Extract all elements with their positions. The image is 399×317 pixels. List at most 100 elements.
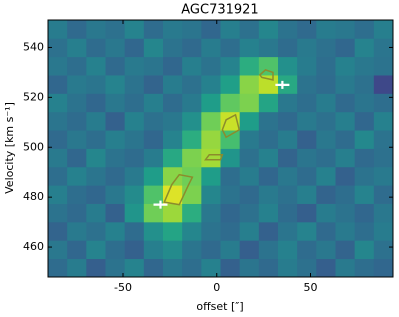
- heatmap-cell: [124, 111, 145, 131]
- heatmap-cell: [335, 38, 356, 58]
- heatmap-cell: [124, 221, 145, 241]
- heatmap-cell: [143, 258, 164, 278]
- heatmap-cell: [316, 20, 336, 39]
- heatmap-cell: [182, 203, 202, 223]
- heatmap-cell: [239, 258, 260, 278]
- heatmap-cell: [143, 221, 164, 241]
- heatmap-cell: [373, 203, 394, 223]
- marker: [275, 80, 290, 89]
- heatmap-cell: [182, 240, 202, 260]
- x-tick-label: 50: [304, 281, 318, 294]
- x-tick-label: -50: [114, 281, 132, 294]
- heatmap-cell: [48, 148, 68, 168]
- heatmap-cell: [297, 130, 317, 149]
- heatmap-cell: [163, 221, 183, 241]
- heatmap-cell: [105, 75, 126, 94]
- heatmap-cell: [297, 111, 317, 131]
- heatmap-cell: [105, 240, 126, 260]
- heatmap-cell: [220, 203, 241, 223]
- heatmap-cell: [373, 93, 394, 113]
- heatmap-cell: [182, 258, 202, 278]
- heatmap-cell: [220, 240, 241, 260]
- heatmap-cell: [297, 166, 317, 186]
- heatmap-cell: [316, 240, 336, 260]
- heatmap-cell: [143, 38, 164, 58]
- heatmap-cell: [278, 20, 298, 39]
- heatmap-cell: [354, 203, 375, 223]
- heatmap-cell: [143, 111, 164, 131]
- heatmap-cell: [316, 185, 336, 204]
- heatmap-cell: [124, 203, 145, 223]
- heatmap-cell: [297, 203, 317, 223]
- heatmap-cell: [48, 56, 68, 76]
- heatmap-cell: [316, 130, 336, 149]
- heatmap-cell: [278, 240, 298, 260]
- heatmap-cell: [373, 240, 394, 260]
- heatmap-cell: [297, 258, 317, 278]
- heatmap-cell: [182, 130, 202, 149]
- heatmap-cell: [124, 56, 145, 76]
- heatmap-cell: [201, 258, 221, 278]
- heatmap-cell: [182, 185, 202, 204]
- heatmap-cell: [316, 166, 336, 186]
- heatmap-cell: [201, 130, 221, 149]
- heatmap-cell: [105, 56, 126, 76]
- heatmap-cell: [335, 203, 356, 223]
- heatmap-cell: [220, 93, 241, 113]
- heatmap-cell: [258, 203, 279, 223]
- heatmap-cell: [48, 130, 68, 149]
- heatmap-cell: [335, 221, 356, 241]
- heatmap-cell: [105, 148, 126, 168]
- heatmap-cell: [143, 166, 164, 186]
- heatmap-cell: [86, 166, 106, 186]
- heatmap-cell: [163, 56, 183, 76]
- y-tick-label: 520: [23, 90, 44, 103]
- heatmap-cell: [143, 240, 164, 260]
- heatmap-cell: [278, 148, 298, 168]
- heatmap-cell: [354, 258, 375, 278]
- plot-frame: [47, 19, 394, 278]
- heatmap-cell: [239, 148, 260, 168]
- heatmap-cell: [201, 56, 221, 76]
- heatmap-cell: [278, 56, 298, 76]
- heatmap-cell: [86, 111, 106, 131]
- heatmap-cell: [48, 111, 68, 131]
- heatmap-cell: [239, 75, 260, 94]
- heatmap-cell: [258, 166, 279, 186]
- heatmap-cell: [124, 75, 145, 94]
- heatmap-cell: [124, 166, 145, 186]
- heatmap-cell: [201, 240, 221, 260]
- heatmap-cell: [258, 93, 279, 113]
- heatmap-cell: [124, 20, 145, 39]
- heatmap-cell: [239, 130, 260, 149]
- heatmap-cell: [86, 240, 106, 260]
- heatmap-cell: [316, 203, 336, 223]
- heatmap-cell: [67, 203, 87, 223]
- heatmap-cell: [67, 111, 87, 131]
- heatmap-cell: [354, 130, 375, 149]
- heatmap-cell: [182, 38, 202, 58]
- heatmap-cell: [86, 203, 106, 223]
- heatmap-cell: [86, 20, 106, 39]
- heatmap-cell: [373, 38, 394, 58]
- heatmap-cell: [105, 111, 126, 131]
- heatmap-cell: [373, 221, 394, 241]
- heatmap-cell: [124, 93, 145, 113]
- heatmap-cell: [163, 185, 183, 204]
- heatmap-cell: [297, 221, 317, 241]
- heatmap-cell: [182, 20, 202, 39]
- heatmap-cell: [143, 20, 164, 39]
- heatmap-cell: [163, 38, 183, 58]
- heatmap-cell: [373, 258, 394, 278]
- heatmap-cell: [239, 240, 260, 260]
- heatmap-cell: [143, 75, 164, 94]
- heatmap-cell: [316, 38, 336, 58]
- heatmap-cell: [86, 258, 106, 278]
- heatmap-cell: [48, 166, 68, 186]
- heatmap-cell: [163, 258, 183, 278]
- heatmap-cell: [239, 38, 260, 58]
- heatmap-cell: [354, 148, 375, 168]
- heatmap-cell: [316, 56, 336, 76]
- y-axis-label: Velocity [km s⁻¹]: [3, 102, 16, 194]
- heatmap-cell: [182, 111, 202, 131]
